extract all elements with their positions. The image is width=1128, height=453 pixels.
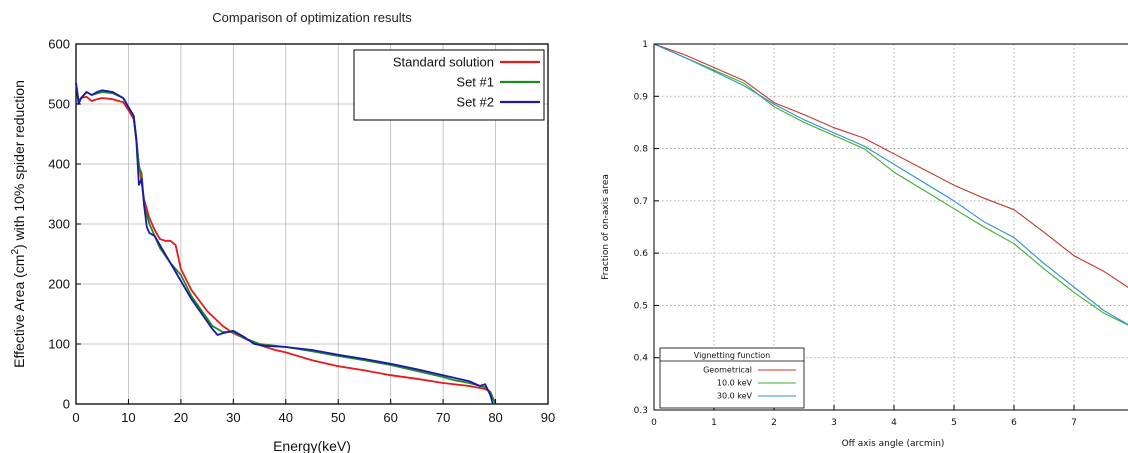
x-tick-label: 0 bbox=[72, 410, 79, 425]
y-label-superscript: 2 bbox=[10, 249, 21, 255]
y-tick-label: 1 bbox=[642, 40, 648, 50]
legend-entry-label: Standard solution bbox=[393, 54, 494, 69]
x-tick-label: 6 bbox=[1011, 418, 1017, 428]
series-line-geometrical bbox=[653, 43, 1128, 288]
y-tick-label: 0.8 bbox=[634, 145, 649, 155]
y-tick-label: 600 bbox=[48, 36, 70, 51]
x-tick-label: 2 bbox=[771, 418, 777, 428]
y-tick-label: 400 bbox=[48, 156, 70, 171]
chart-right-x-axis-label: Off axis angle (arcmin) bbox=[842, 439, 945, 449]
x-tick-label: 1 bbox=[711, 418, 717, 428]
chart-left-legend: Standard solution Set #1 Set #2 bbox=[353, 49, 545, 121]
x-tick-label: 5 bbox=[951, 418, 957, 428]
x-tick-label: 90 bbox=[541, 410, 555, 425]
x-tick-label: 50 bbox=[331, 410, 345, 425]
y-label-suffix: ) with 10% spider reduction bbox=[11, 80, 27, 249]
y-tick-label: 0.9 bbox=[634, 92, 649, 102]
y-tick-label: 0.4 bbox=[634, 354, 649, 364]
y-tick-label: 500 bbox=[48, 96, 70, 111]
x-tick-label: 70 bbox=[436, 410, 450, 425]
x-tick-label: 60 bbox=[383, 410, 397, 425]
x-tick-label: 3 bbox=[831, 418, 837, 428]
chart-right-legend-title: Vignetting function bbox=[694, 351, 770, 360]
chart-left-x-axis-label: Energy(keV) bbox=[273, 438, 351, 453]
x-tick-label: 80 bbox=[488, 410, 502, 425]
x-tick-label: 4 bbox=[891, 418, 897, 428]
chart-left-title: Comparison of optimization results bbox=[212, 10, 412, 25]
chart-right: 0 1 2 3 4 5 6 7 0.3 0.4 0.5 0.6 0.7 0.8 0.9 1 Off axis … bbox=[601, 40, 1128, 449]
x-tick-label: 0 bbox=[651, 418, 657, 428]
series-line-30-0-kev bbox=[653, 43, 1128, 326]
legend-entry-label: Set #1 bbox=[456, 74, 494, 89]
legend-entry-label: 10.0 keV bbox=[717, 379, 753, 388]
y-tick-label: 0.5 bbox=[634, 301, 648, 311]
chart-left: Comparison of optimization results 0 10 20… bbox=[10, 10, 555, 453]
series-line-set-2 bbox=[75, 82, 494, 405]
chart-left-series-group bbox=[75, 82, 497, 405]
y-tick-label: 0.7 bbox=[634, 197, 648, 207]
series-line-10-0-kev bbox=[653, 43, 1128, 326]
y-tick-label: 100 bbox=[48, 336, 70, 351]
y-tick-label: 300 bbox=[48, 216, 70, 231]
chart-right-series-group bbox=[653, 43, 1128, 326]
legend-entry-label: Set #2 bbox=[456, 94, 494, 109]
x-tick-label: 7 bbox=[1071, 418, 1077, 428]
legend-entry-label: Geometrical bbox=[703, 366, 752, 375]
chart-left-ticks: 0 10 20 30 40 50 60 70 80 90 0 100 200 300 400 500 600 bbox=[48, 36, 555, 425]
chart-left-y-axis-label: Effective Area (cm2) with 10% spider red… bbox=[10, 80, 27, 368]
y-tick-label: 200 bbox=[48, 276, 70, 291]
chart-right-y-axis-label: Fraction of on-axis area bbox=[601, 174, 611, 280]
x-tick-label: 30 bbox=[226, 410, 240, 425]
y-tick-label: 0.6 bbox=[634, 249, 649, 259]
legend-entry-label: 30.0 keV bbox=[717, 392, 753, 401]
series-line-standard-solution bbox=[75, 82, 497, 405]
chart-right-legend: Vignetting function Geometrical 10.0 keV 3… bbox=[659, 347, 805, 409]
x-tick-label: 10 bbox=[121, 410, 135, 425]
y-tick-label: 0 bbox=[63, 396, 70, 411]
chart-right-legend-box bbox=[659, 347, 805, 409]
y-tick-label: 0.3 bbox=[634, 406, 648, 416]
x-tick-label: 20 bbox=[174, 410, 188, 425]
chart-right-ticks: 0 1 2 3 4 5 6 7 0.3 0.4 0.5 0.6 0.7 0.8 0.9 1 bbox=[634, 40, 1077, 428]
y-label-prefix: Effective Area (cm bbox=[11, 255, 27, 368]
x-tick-label: 40 bbox=[279, 410, 293, 425]
